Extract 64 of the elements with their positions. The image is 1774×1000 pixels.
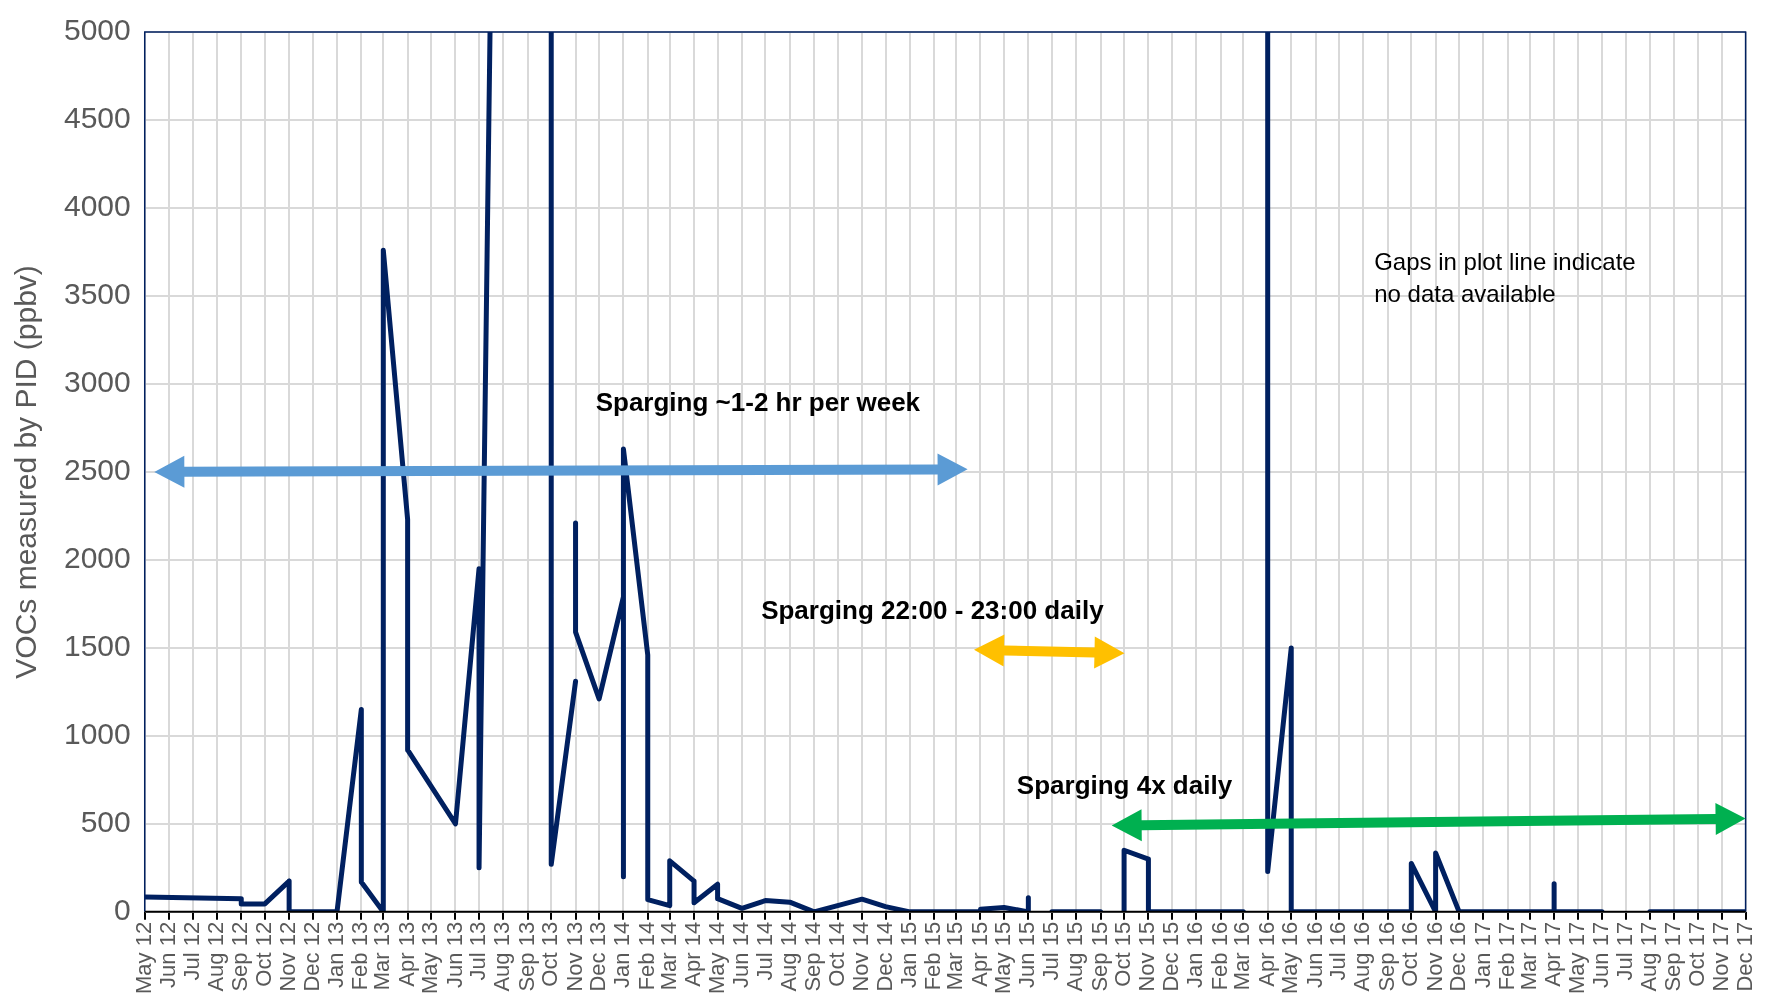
x-tick-label: Apr 16	[1253, 921, 1279, 987]
x-tick-label: Aug 14	[775, 921, 801, 992]
x-tick-label: Dec 13	[585, 921, 611, 992]
x-tick-label: Jul 16	[1325, 921, 1351, 981]
x-tick-label: Jul 12	[178, 921, 204, 981]
x-tick-label: Apr 17	[1540, 921, 1566, 987]
x-tick-label: Aug 12	[203, 921, 228, 992]
x-tick-label: Jan 15	[895, 921, 921, 988]
annotation: Sparging ~1-2 hr per week	[595, 387, 921, 418]
x-tick-label: Sep 14	[800, 921, 826, 992]
x-tick-label: Aug 15	[1062, 921, 1088, 992]
x-tick-label: Jun 12	[155, 921, 181, 988]
x-tick-label: Dec 16	[1445, 921, 1471, 992]
x-tick-label: Aug 13	[489, 921, 515, 992]
x-tick-label: Jun 17	[1588, 921, 1614, 988]
x-tick-label: Jul 13	[465, 921, 491, 981]
annotation: Gaps in plot line indicate no data available	[1374, 248, 1636, 308]
x-tick-label: Feb 16	[1206, 921, 1232, 991]
x-tick-label: May 12	[130, 921, 156, 995]
x-tick-label: Jul 15	[1037, 921, 1063, 981]
x-tick-label: Dec 12	[298, 921, 324, 992]
x-tick-label: Aug 16	[1349, 921, 1375, 992]
y-tick-label: 3000	[63, 365, 131, 399]
y-tick-label: 4000	[63, 189, 131, 223]
y-tick-label: 500	[80, 805, 131, 839]
x-tick-label: Apr 13	[393, 921, 419, 987]
x-tick-label: Jan 17	[1469, 921, 1495, 988]
x-tick-label: Nov 16	[1421, 921, 1447, 992]
x-tick-label: Dec 17	[1731, 921, 1757, 992]
x-tick-label: Nov 14	[848, 921, 874, 992]
y-tick-label: 0	[114, 893, 131, 927]
x-tick-label: Jan 14	[609, 921, 635, 988]
x-tick-label: Sep 16	[1373, 921, 1399, 992]
y-tick-label: 1000	[63, 717, 131, 751]
x-tick-label: Jan 16	[1182, 921, 1208, 988]
x-tick-label: Apr 14	[680, 921, 706, 987]
x-tick-label: Jun 15	[1014, 921, 1040, 988]
x-tick-label: Jun 16	[1301, 921, 1327, 988]
x-tick-label: Sep 12	[227, 921, 253, 992]
x-tick-label: Sep 13	[513, 921, 539, 992]
x-tick-label: Apr 15	[966, 921, 992, 987]
y-axis-title: VOCs measured by PID (ppbv)	[9, 265, 43, 679]
x-tick-label: Dec 15	[1158, 921, 1184, 992]
y-tick-label: 2000	[63, 541, 131, 575]
x-tick-label: Jun 13	[441, 921, 467, 988]
x-tick-label: Sep 17	[1660, 921, 1686, 992]
x-tick-label: Nov 13	[561, 921, 587, 992]
y-tick-label: 1500	[63, 629, 131, 663]
x-tick-label: Dec 14	[871, 921, 897, 992]
annotation: Sparging 22:00 - 23:00 daily	[761, 595, 1105, 625]
x-tick-label: Jul 14	[751, 921, 777, 981]
y-tick-label: 2500	[63, 453, 131, 487]
x-tick-label: Sep 15	[1086, 921, 1112, 992]
x-tick-label: Aug 17	[1635, 921, 1661, 992]
x-tick-label: Jan 13	[323, 921, 349, 988]
x-tick-label: Nov 12	[275, 921, 301, 992]
y-tick-label: 3500	[63, 277, 131, 311]
y-tick-label: 5000	[63, 13, 131, 47]
y-tick-label: 4500	[63, 101, 131, 135]
annotation: Sparging 4x daily	[1016, 770, 1233, 801]
x-tick-label: Nov 15	[1134, 921, 1160, 992]
x-tick-label: Nov 17	[1708, 921, 1734, 992]
x-tick-label: Jul 17	[1611, 921, 1637, 981]
x-tick-label: Mar 16	[1229, 921, 1255, 991]
